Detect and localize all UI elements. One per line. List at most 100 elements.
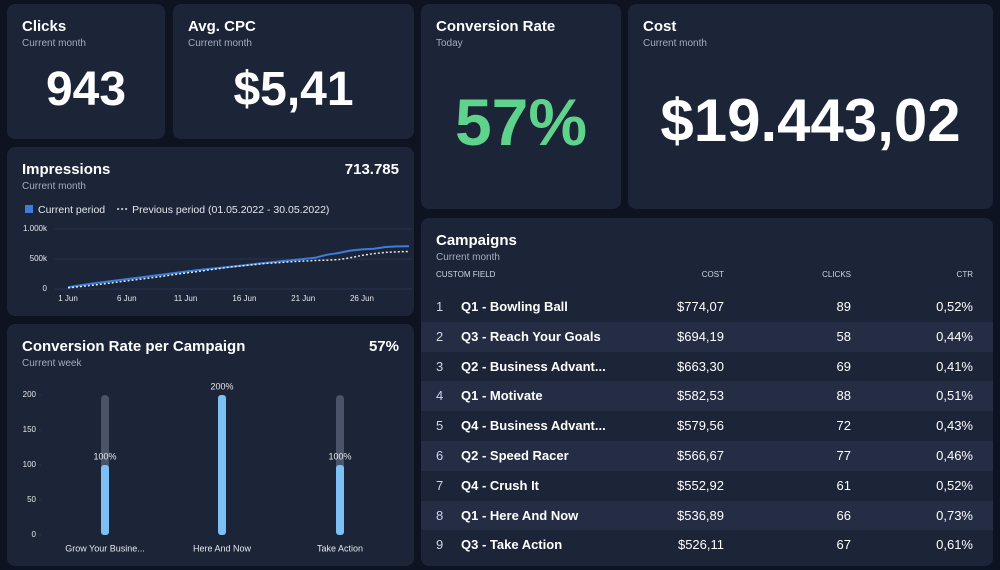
card-title: Clicks [22,18,67,35]
cost: $694,19 [677,328,724,344]
row-index: 6 [436,448,444,463]
cost: $774,07 [677,299,724,314]
ctr: 0,52% [936,299,973,314]
card-total: 57% [368,338,399,355]
card-subtitle: Current month [22,181,86,192]
conversion-card: Conversion Rate per Campaign Current wee… [7,324,414,566]
card-value: $19.443,02 [660,87,961,154]
row-stripe [421,441,993,471]
clicks: 67 [836,537,851,553]
x-tick-label: 16 Jun [232,294,256,303]
ctr: 0,46% [936,448,973,463]
y-tick-label: 150 [23,425,37,434]
x-tick-label: 6 Jun [117,294,137,303]
ctr: 0,61% [936,537,973,553]
kpi-card: Avg. CPC Current month $5,41 [173,4,414,139]
row-stripe [421,500,993,531]
campaign-name: Q1 - Motivate [461,388,543,404]
x-tick-label: 11 Jun [174,294,197,303]
row-stripe [421,381,993,412]
x-tick-label: 1 Jun [58,294,78,303]
cost: $552,92 [677,477,724,493]
line-series [67,250,410,289]
campaign-name: Q4 - Business Advant... [461,418,606,434]
row-index: 1 [436,299,444,314]
card-subtitle: Current month [643,38,707,49]
card-subtitle: Current month [436,252,500,263]
x-tick-label: 26 Jun [350,294,374,303]
clicks: 77 [836,448,851,463]
clicks: 72 [836,418,851,434]
x-tick-label: Take Action [317,543,363,553]
column-header: COST [701,270,724,279]
row-index: 7 [436,477,444,493]
kpi-card: Conversion Rate Today 57% [421,4,621,209]
ctr: 0,44% [936,328,973,344]
row-stripe [421,321,993,352]
campaign-name: Q4 - Crush It [461,477,540,493]
campaign-name: Q3 - Reach Your Goals [461,328,601,344]
card-subtitle: Current week [22,358,82,369]
campaigns-card: Campaigns Current month CUSTOM FIELD COST… [421,218,993,566]
card-title: Conversion Rate per Campaign [22,338,246,355]
line-series [67,245,410,289]
row-index: 9 [436,537,444,553]
cost: $526,11 [677,537,724,553]
row-index: 5 [436,418,444,434]
card-value: $5,41 [233,63,354,116]
campaign-name: Q2 - Business Advant... [461,358,606,374]
clicks: 58 [836,328,851,344]
row-index: 2 [436,328,444,344]
value-label: 100% [93,451,116,461]
campaign-name: Q1 - Bowling Ball [461,299,568,314]
card-subtitle: Current month [188,38,252,49]
cost: $582,53 [677,388,724,404]
ctr: 0,43% [936,418,973,434]
card-value: 57% [454,85,588,159]
cost: $663,30 [677,358,724,374]
ctr: 0,73% [936,507,973,523]
bar [218,395,226,535]
column-header: CTR [956,270,973,279]
bar [101,465,109,535]
bar-chart: 0 50 100 150 200 100% Grow Your Busine... 200% H… [23,381,363,553]
ctr: 0,41% [936,358,973,374]
clicks: 66 [836,507,851,523]
cost: $579,56 [677,418,724,434]
row-index: 4 [436,388,444,404]
y-tick-label: 1.000k [23,224,48,233]
card-subtitle: Today [436,38,463,49]
card-title: Campaigns [436,232,517,249]
card-value: 943 [45,63,127,116]
y-tick-label: 500k [30,254,48,263]
legend-swatch [25,205,33,213]
clicks: 88 [836,388,851,404]
card-total: 713.785 [344,161,399,178]
card-title: Impressions [22,161,111,178]
kpi-card: Cost Current month $19.443,02 [628,4,993,209]
y-tick-label: 0 [32,530,37,539]
campaign-name: Q2 - Speed Racer [461,448,569,463]
x-tick-label: Grow Your Busine... [65,543,145,553]
campaign-name: Q1 - Here And Now [461,507,579,523]
value-label: 200% [210,381,233,391]
cost: $566,67 [677,448,724,463]
clicks: 69 [836,358,851,374]
y-tick-label: 200 [23,390,37,399]
y-tick-label: 100 [23,460,37,469]
clicks: 89 [836,299,851,314]
card-subtitle: Current month [22,38,86,49]
x-tick-label: Here And Now [193,543,252,553]
column-header: CUSTOM FIELD [436,270,496,279]
impressions-card: Impressions Current month 713.785 0 500k 1… [7,147,414,316]
y-tick-label: 0 [43,284,48,293]
campaign-name: Q3 - Take Action [461,537,563,553]
ctr: 0,52% [936,477,973,493]
row-index: 3 [436,358,444,374]
row-index: 8 [436,507,444,523]
kpi-card: Clicks Current month 943 [7,4,165,139]
bar [336,465,344,535]
x-tick-label: 21 Jun [291,294,315,303]
clicks: 61 [836,477,851,493]
